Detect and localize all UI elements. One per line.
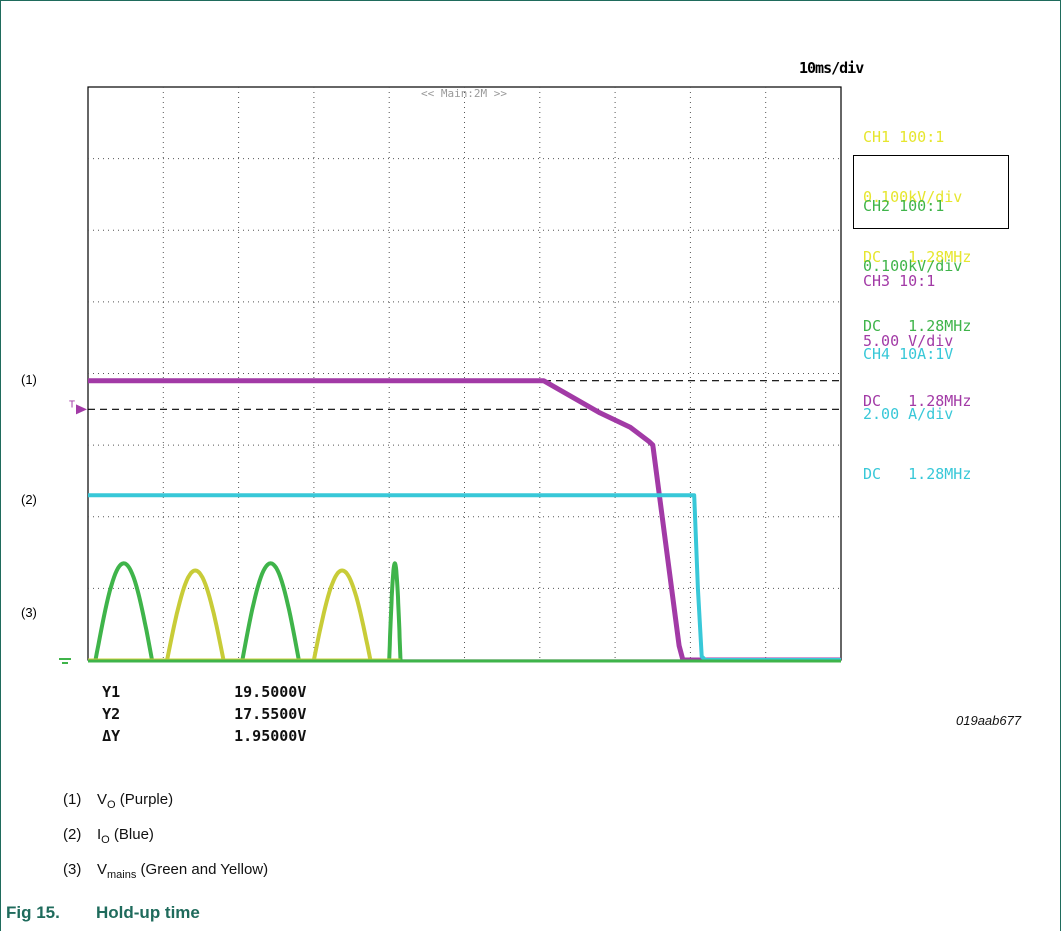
legend-symbol: V: [97, 861, 108, 878]
trace-ch1: [165, 568, 373, 661]
ch4-coupling: DC 1.28MHz: [863, 465, 972, 483]
ch4-settings: CH4 10A:1V 2.00 A/div DC 1.28MHz: [863, 304, 971, 524]
cursor-y1-label: Y1: [102, 683, 121, 701]
figure-id: 019aab677: [956, 713, 1022, 728]
ch2-coupling: DC 1.28MHz: [863, 317, 972, 335]
ch4-scale: 2.00 A/div: [863, 405, 954, 423]
legend-subscript: mains: [107, 869, 137, 881]
marker-1: (1): [21, 372, 37, 387]
ch1-settings: CH1 100:1 0.100kV/div DC 1.28MHz: [863, 87, 971, 307]
ch3-settings: CH3 10:1 5.00 V/div DC 1.28MHz: [863, 231, 971, 451]
legend-item-vo: (1) VO (Purple): [63, 791, 173, 811]
cursor-y2-readout: Y2 17.5500V: [66, 687, 306, 741]
figure-number: Fig 15.: [6, 903, 60, 922]
figure-caption: Fig 15. Hold-up time: [6, 903, 200, 923]
legend-description: (Blue): [113, 826, 154, 843]
ch3-coupling: DC 1.28MHz: [863, 392, 972, 410]
trace-ch2: [93, 561, 403, 661]
ch2-ratio: CH2 100:1: [863, 197, 945, 215]
main-banner: << Main:2M >>: [421, 87, 507, 100]
ch1-ratio: CH1 100:1: [863, 128, 945, 146]
ch1-coupling: DC 1.28MHz: [863, 248, 972, 266]
trace-ch3: [88, 378, 841, 663]
legend-number: (3): [63, 861, 82, 878]
ch2-scale: 0.100kV/div: [863, 257, 963, 275]
ch4-ratio: CH4 10A:1V: [863, 345, 954, 363]
traces: [88, 378, 841, 663]
legend-item-vmains: (3) Vmains (Green and Yellow): [63, 861, 268, 881]
legend-item-io: (2) IO (Blue): [63, 826, 154, 846]
oscilloscope-display: << Main:2M >> T: [59, 86, 842, 664]
trigger-marker: T: [59, 399, 87, 664]
ch2-highlight-box: [853, 155, 1009, 229]
cursor-y2-value: 17.5500V: [234, 705, 307, 723]
legend-symbol: V: [97, 791, 108, 808]
ch3-scale: 5.00 V/div: [863, 332, 954, 350]
legend-subscript: O: [107, 799, 116, 811]
cursor-y1-value: 19.5000V: [234, 683, 307, 701]
cursor-lines: [88, 380, 841, 410]
ch1-scale: 0.100kV/div: [863, 188, 963, 206]
marker-3: (3): [21, 605, 37, 620]
legend-number: (1): [63, 791, 82, 808]
timebase-label: 10ms/div: [799, 59, 864, 77]
cursor-delta-readout: ΔY 1.95000V: [66, 709, 306, 763]
trigger-label: T: [69, 399, 75, 410]
ch3-ratio: CH3 10:1: [863, 272, 936, 290]
cursor-delta-value: 1.95000V: [234, 727, 307, 745]
ch2-settings: CH2 100:1 0.100kV/div DC 1.28MHz: [863, 156, 971, 376]
legend-number: (2): [63, 826, 82, 843]
legend-description: (Green and Yellow): [140, 861, 269, 878]
cursor-y1-readout: Y1 19.5000V: [66, 665, 306, 719]
legend-subscript: O: [101, 834, 110, 846]
figure-title: Hold-up time: [96, 903, 200, 922]
legend-symbol: I: [97, 826, 102, 843]
marker-2: (2): [21, 492, 37, 507]
trigger-arrow-icon: [76, 404, 87, 415]
legend-description: (Purple): [119, 791, 174, 808]
cursor-y2-label: Y2: [102, 705, 121, 723]
cursor-delta-label: ΔY: [102, 727, 121, 745]
